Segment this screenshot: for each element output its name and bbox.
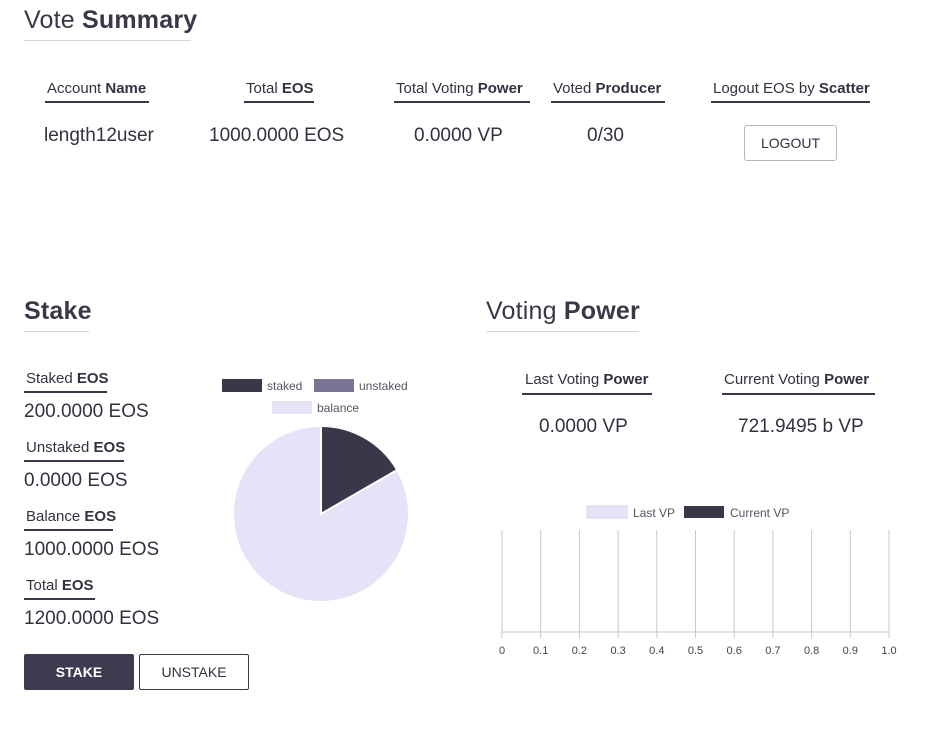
- unstaked-eos-label: Unstaked EOS: [26, 439, 126, 456]
- balance-eos-value: 1000.0000 EOS: [24, 539, 160, 560]
- label-underline: [722, 393, 875, 395]
- current-voting-power-label: Current Voting Power: [724, 371, 870, 388]
- x-tick-label: 0.3: [610, 645, 625, 657]
- last-voting-power-label: Last Voting Power: [525, 371, 649, 388]
- legend-label-balance: balance: [317, 401, 359, 415]
- label-underline: [24, 529, 113, 531]
- legend-swatch-staked: [222, 379, 262, 392]
- x-tick-label: 0: [499, 645, 505, 657]
- total-eos-stake-value: 1200.0000 EOS: [24, 608, 160, 629]
- legend-label-last-vp: Last VP: [633, 506, 675, 520]
- title-underline: [24, 331, 89, 332]
- account-name-value: length12user: [44, 125, 154, 146]
- legend-swatch-unstaked: [314, 379, 354, 392]
- legend-swatch-current-vp: [684, 506, 724, 518]
- label-underline: [24, 460, 124, 462]
- label-underline: [522, 393, 652, 395]
- header-logout-scatter: Logout EOS by Scatter: [713, 80, 870, 97]
- legend-swatch-last-vp: [586, 505, 628, 519]
- balance-eos-label: Balance EOS: [26, 508, 117, 525]
- current-voting-power-value: 721.9495 b VP: [738, 416, 864, 437]
- voted-producer-value: 0/30: [587, 125, 624, 146]
- legend-label-current-vp: Current VP: [730, 506, 789, 520]
- legend-label-unstaked: unstaked: [359, 379, 408, 393]
- unstake-button[interactable]: UNSTAKE: [139, 654, 249, 690]
- legend-label-staked: staked: [267, 379, 302, 393]
- last-voting-power-value: 0.0000 VP: [539, 416, 628, 437]
- x-tick-label: 0.7: [765, 645, 780, 657]
- x-tick-label: 0.9: [843, 645, 858, 657]
- header-underline: [551, 101, 665, 103]
- x-tick-label: 0.8: [804, 645, 819, 657]
- staked-eos-label: Staked EOS: [26, 370, 109, 387]
- x-tick-label: 0.4: [649, 645, 664, 657]
- total-eos-value: 1000.0000 EOS: [209, 125, 345, 146]
- header-underline: [394, 101, 530, 103]
- title-bold: Summary: [82, 6, 198, 34]
- header-underline: [711, 101, 870, 103]
- pie-slice-staked: [320, 424, 399, 516]
- pie-slice-balance: [232, 424, 410, 603]
- header-underline: [45, 101, 149, 103]
- label-underline: [24, 391, 107, 393]
- stake-title: Stake: [24, 297, 92, 325]
- x-tick-label: 0.2: [572, 645, 587, 657]
- unstaked-eos-value: 0.0000 EOS: [24, 470, 128, 491]
- header-account-name: Account Name: [47, 80, 147, 97]
- x-tick-label: 0.1: [533, 645, 548, 657]
- header-underline: [244, 101, 314, 103]
- x-tick-label: 0.5: [688, 645, 703, 657]
- header-total-voting-power: Total Voting Power: [396, 80, 523, 97]
- header-voted-producer: Voted Producer: [553, 80, 662, 97]
- header-total-eos: Total EOS: [246, 80, 314, 97]
- voting-power-chart: Last VP Current VP 0 0.1 0.2 0.3 0.4 0.5 0.6 0.7…: [499, 505, 897, 657]
- voting-power-title: Voting Power: [486, 297, 640, 325]
- vote-summary-title: Vote Summary: [24, 6, 197, 35]
- title-light: Vote: [24, 6, 75, 34]
- staked-eos-value: 200.0000 EOS: [24, 401, 149, 422]
- title-underline: [24, 40, 191, 41]
- logout-button[interactable]: LOGOUT: [744, 125, 837, 161]
- label-underline: [24, 598, 95, 600]
- total-voting-power-value: 0.0000 VP: [414, 125, 503, 146]
- x-tick-label: 0.6: [727, 645, 742, 657]
- stake-button[interactable]: STAKE: [24, 654, 134, 690]
- x-tick-label: 1.0: [881, 645, 896, 657]
- legend-swatch-balance: [272, 401, 312, 414]
- title-underline: [486, 331, 639, 332]
- total-eos-label: Total EOS: [26, 577, 94, 594]
